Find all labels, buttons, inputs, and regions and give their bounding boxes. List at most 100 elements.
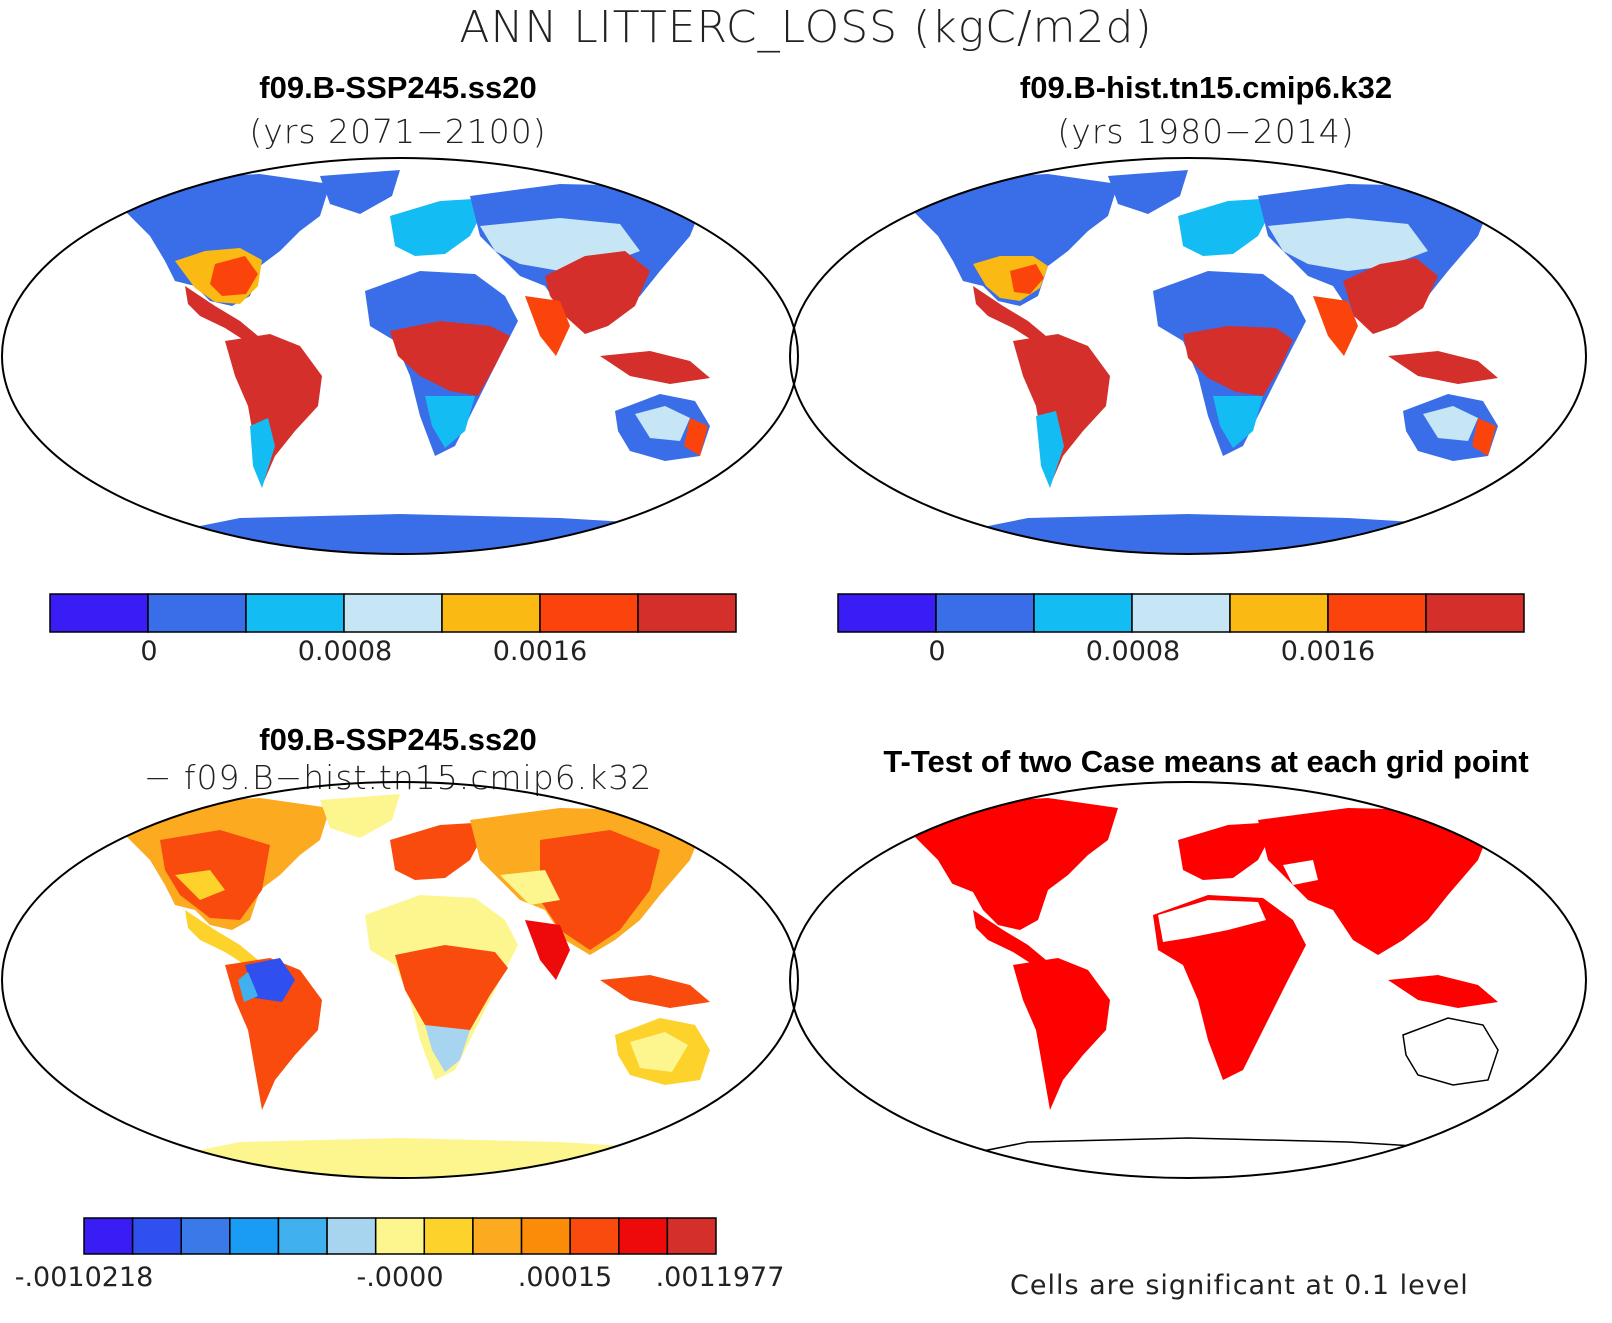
colorbar-tick-label: 0.0016 <box>1280 636 1376 667</box>
land-amazon-negative-light <box>238 972 258 1002</box>
colorbar-swatch <box>49 593 149 633</box>
land-south-america <box>1013 958 1110 1110</box>
colorbar-tick-label: 0 <box>140 636 158 667</box>
colorbar-swatch <box>374 1217 426 1255</box>
colorbar-bottom-left <box>83 1217 717 1255</box>
land-asia <box>1258 808 1488 955</box>
land-australia-east <box>1472 418 1496 456</box>
land-australia-light <box>1423 406 1478 441</box>
colorbar-tick-label: -.0000 <box>356 1262 444 1293</box>
land-south-america-cool <box>250 418 275 488</box>
colorbar-swatch <box>147 593 247 633</box>
land-north-america <box>898 174 1118 306</box>
land-india <box>1313 296 1358 356</box>
colorbar-swatch <box>666 1217 717 1255</box>
colorbar-swatch <box>1425 593 1525 633</box>
colorbar-swatch <box>569 1217 620 1255</box>
land-australia <box>1402 1017 1499 1086</box>
land-greenland <box>320 170 400 214</box>
colorbar-tick-label: .00015 <box>517 1262 613 1293</box>
land-greenland <box>1108 170 1188 214</box>
panel-subtitle-top-left: (yrs 2071−2100) <box>249 112 547 151</box>
land-north-america-light <box>175 870 225 900</box>
land-africa-south-cool <box>1213 396 1263 448</box>
land-north-america-insignificant <box>943 880 983 915</box>
land-india <box>525 920 570 980</box>
colorbar-swatch <box>837 593 937 633</box>
land-africa-hot <box>390 321 510 396</box>
colorbar-swatch <box>1229 593 1329 633</box>
map-bottom-left <box>1 781 799 1179</box>
land-central-america <box>185 910 258 968</box>
land-australia-light <box>635 406 690 441</box>
figure-title: ANN LITTERC_LOSS (kgC/m2d) <box>459 2 1153 53</box>
land-asia-light <box>1268 218 1428 271</box>
land-india <box>525 296 570 356</box>
panel-title-bottom-right: T-Test of two Case means at each grid po… <box>883 744 1529 779</box>
land-north-america-hot <box>1010 264 1044 294</box>
land-indonesia <box>1388 975 1498 1008</box>
colorbar-top-right <box>837 593 1525 633</box>
colorbar-swatch <box>1131 593 1231 633</box>
colorbar-tick-label: 0.0016 <box>492 636 588 667</box>
land-africa <box>1153 895 1306 1080</box>
colorbar-tick-label: -.0010218 <box>14 1262 154 1293</box>
land-australia-east <box>684 418 708 456</box>
colorbar-top-left <box>49 593 737 633</box>
land-greenland <box>320 794 400 838</box>
colorbar-swatch <box>423 1217 474 1255</box>
land-asia-hot <box>545 251 650 334</box>
land-south-america <box>1013 334 1110 486</box>
land-antarctica <box>100 514 700 554</box>
land-central-america <box>973 910 1046 968</box>
land-europe <box>1178 198 1278 256</box>
colorbar-swatch <box>539 593 639 633</box>
land-indonesia <box>600 351 710 384</box>
colorbar-swatch <box>229 1217 280 1255</box>
land-antarctica <box>887 1137 1489 1178</box>
panel-subtitle-bottom-left: − f09.B−hist.tn15.cmip6.k32 <box>143 758 653 797</box>
map-top-right <box>789 157 1587 555</box>
land-north-america-hot <box>160 830 270 920</box>
land-africa-hot <box>1183 326 1293 396</box>
land-africa-south-cool <box>425 396 475 448</box>
map-top-left <box>1 157 799 555</box>
land-antarctica <box>100 1138 700 1178</box>
significance-note: Cells are significant at 0.1 level <box>1010 1270 1469 1301</box>
land-north-america-hot <box>210 256 258 296</box>
colorbar-tick-label: 0 <box>928 636 946 667</box>
colorbar-swatch <box>83 1217 134 1255</box>
land-central-america <box>973 286 1046 344</box>
colorbar-tick-label: .0011977 <box>655 1262 785 1293</box>
land-asia-hot <box>1343 258 1438 334</box>
land-north-america <box>110 174 330 306</box>
colorbar-swatch <box>245 593 345 633</box>
panel-subtitle-top-right: (yrs 1980−2014) <box>1057 112 1355 151</box>
colorbar-swatch <box>520 1217 571 1255</box>
land-asia-light <box>500 870 560 905</box>
panel-title-top-left: f09.B-SSP245.ss20 <box>259 70 537 105</box>
colorbar-swatch <box>180 1217 231 1255</box>
land-sahara-insignificant <box>1158 900 1266 942</box>
land-europe <box>1178 822 1278 880</box>
map-outline <box>789 157 1587 555</box>
map-outline <box>1 157 799 555</box>
land-africa-south <box>425 1025 470 1072</box>
land-asia-insignificant <box>1283 860 1318 885</box>
colorbar-swatch <box>1327 593 1427 633</box>
land-amazon-negative <box>245 958 295 1002</box>
map-bottom-right <box>789 781 1587 1179</box>
map-outline <box>1 781 799 1179</box>
land-antarctica <box>888 514 1488 554</box>
land-indonesia <box>600 975 710 1008</box>
land-central-america <box>185 286 258 344</box>
land-indonesia <box>1388 351 1498 384</box>
colorbar-swatch <box>472 1217 523 1255</box>
colorbar-swatch <box>131 1217 182 1255</box>
colorbar-tick-label: 0.0008 <box>1085 636 1181 667</box>
colorbar-swatch <box>277 1217 328 1255</box>
colorbar-swatch <box>343 593 443 633</box>
land-europe <box>390 198 490 256</box>
land-europe <box>390 822 490 880</box>
panel-title-bottom-left: f09.B-SSP245.ss20 <box>259 722 537 757</box>
